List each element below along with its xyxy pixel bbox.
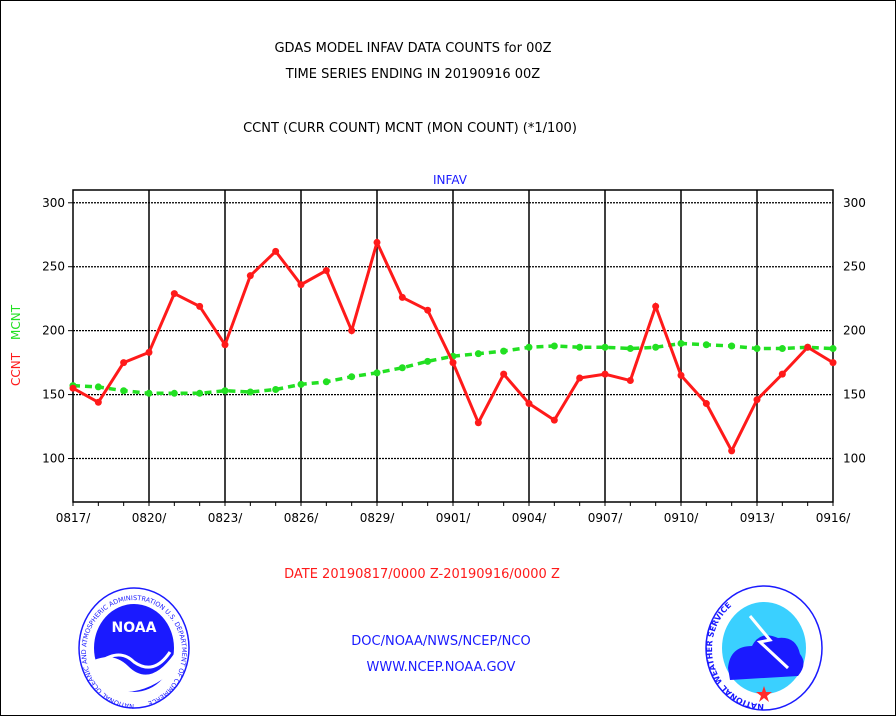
ccnt-point [753,396,761,404]
y-tick-label-right: 200 [843,324,866,338]
x-tick-label: 0910/ [664,511,700,525]
mcnt-point [626,345,634,353]
date-range-label: DATE 20190817/0000 Z-20190916/0000 Z [284,567,560,582]
mcnt-point [196,389,204,397]
x-tick-label: 0904/ [512,511,548,525]
y-tick-label-left: 200 [42,324,65,338]
mcnt-point [297,380,305,388]
y-tick-label-left: 300 [42,196,65,210]
ccnt-point [94,398,102,406]
y-tick-label-right: 250 [843,260,866,274]
mcnt-point [652,343,660,351]
x-tick-label: 0829/ [360,511,396,525]
mcnt-point [500,347,508,355]
y-tick-label-right: 100 [843,452,866,466]
mcnt-point [221,387,229,395]
mcnt-point [753,345,761,353]
mcnt-point [322,378,330,386]
ccnt-point [373,238,381,246]
plot-label: INFAV [433,173,468,187]
series-mcnt [69,339,837,397]
mcnt-point [778,345,786,353]
mcnt-point [272,385,280,393]
ccnt-point [272,247,280,255]
ccnt-point [69,384,77,392]
ccnt-point [246,272,254,280]
mcnt-point [120,387,128,395]
x-tick-label: 0826/ [284,511,320,525]
x-tick-label: 0901/ [436,511,472,525]
ccnt-point [120,359,128,367]
nws-logo: NATIONAL WEATHER SERVICE [705,585,823,711]
ccnt-point [601,370,609,378]
y-tick-label-left: 100 [42,452,65,466]
mcnt-point [398,364,406,372]
mcnt-point [525,343,533,351]
ccnt-point [322,267,330,275]
mcnt-point [246,388,254,396]
ccnt-point [702,400,710,408]
website-link[interactable]: WWW.NCEP.NOAA.GOV [367,660,516,675]
noaa-logo-text: NOAA [112,620,157,636]
mcnt-point [373,369,381,377]
y-tick-labels: 100 100 150 150 200 200 250 250 300 300 [42,196,866,466]
mcnt-point [576,343,584,351]
mcnt-point [94,383,102,391]
mcnt-point [170,389,178,397]
x-tick-label: 0817/ [56,511,92,525]
ccnt-point [398,293,406,301]
ccnt-point [474,419,482,427]
y-tick-label-left: 250 [42,260,65,274]
ccnt-point [550,416,558,424]
y-tick-label-right: 300 [843,196,866,210]
grid-lines [68,190,834,506]
x-tick-label: 0913/ [740,511,776,525]
mcnt-point [145,389,153,397]
x-tick-labels: 0817/0820/0823/0826/0829/0901/0904/0907/… [56,511,852,525]
ccnt-point [804,343,812,351]
y-axis-label-mcnt: MCNT [9,304,23,340]
ccnt-point [728,447,736,455]
ccnt-point [221,341,229,349]
noaa-logo: NOAA NATIONAL OCEANIC AND ATMOSPHERIC AD… [78,587,190,710]
ccnt-point [449,359,457,367]
org-path-link[interactable]: DOC/NOAA/NWS/NCEP/NCO [351,634,530,649]
x-tick-label: 0820/ [132,511,168,525]
mcnt-point [348,373,356,381]
ccnt-point [145,348,153,356]
y-axis-label-ccnt: CCNT [9,352,23,386]
chart-title-line1: GDAS MODEL INFAV DATA COUNTS for 00Z [274,41,551,56]
mcnt-point [424,357,432,365]
mcnt-point [677,339,685,347]
y-tick-label-left: 150 [42,388,65,402]
ccnt-point [424,306,432,314]
ccnt-point [677,371,685,379]
mcnt-point [550,342,558,350]
ccnt-point [170,290,178,298]
ccnt-point [652,302,660,310]
ccnt-point [196,302,204,310]
mcnt-point [702,341,710,349]
ccnt-point [626,377,634,385]
ccnt-point [829,359,837,367]
ccnt-point [576,374,584,382]
mcnt-point [728,342,736,350]
chart-subtitle: CCNT (CURR COUNT) MCNT (MON COUNT) (*1/1… [243,121,577,136]
x-tick-label: 0916/ [816,511,852,525]
ccnt-point [778,370,786,378]
ccnt-point [500,370,508,378]
mcnt-point [829,345,837,353]
mcnt-point [474,350,482,358]
series-ccnt [69,238,837,455]
chart-title-line2: TIME SERIES ENDING IN 20190916 00Z [285,67,541,82]
x-tick-label: 0823/ [208,511,244,525]
ccnt-point [525,400,533,408]
ccnt-point [348,327,356,335]
y-tick-label-right: 150 [843,388,866,402]
mcnt-point [601,343,609,351]
x-tick-label: 0907/ [588,511,624,525]
ccnt-point [297,281,305,289]
